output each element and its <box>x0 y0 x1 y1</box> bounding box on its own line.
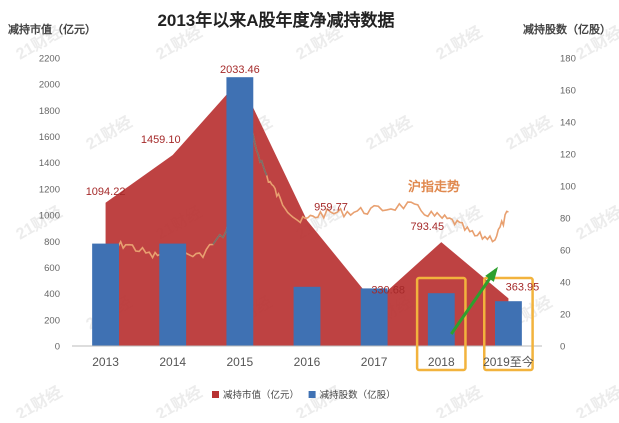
right-tick-label: 180 <box>560 54 576 65</box>
right-tick-label: 160 <box>560 86 576 97</box>
x-tick-label: 2016 <box>294 355 321 369</box>
left-tick-label: 200 <box>44 315 60 326</box>
data-label-reduction-value: 2033.46 <box>220 64 260 76</box>
watermark-text: 21财经 <box>83 112 136 153</box>
x-tick-label: 2015 <box>227 355 254 369</box>
right-tick-label: 60 <box>560 246 571 257</box>
left-tick-label: 800 <box>44 237 60 248</box>
bar-shares-2017 <box>361 288 388 346</box>
left-tick-label: 2200 <box>39 54 60 65</box>
watermark-text: 21财经 <box>573 382 619 418</box>
watermark-text: 21财经 <box>433 382 486 418</box>
trend-arrow-head <box>485 267 498 282</box>
left-tick-label: 1000 <box>39 211 60 222</box>
right-tick-label: 0 <box>560 342 565 353</box>
watermark-text: 21财经 <box>153 382 206 418</box>
bar-shares-2014 <box>159 244 186 346</box>
left-tick-label: 1200 <box>39 184 60 195</box>
legend-swatch <box>212 391 219 398</box>
bar-shares-2018 <box>428 293 455 346</box>
data-label-reduction-value: 330.68 <box>371 285 405 297</box>
legend-label: 减持市值（亿元） <box>223 389 299 401</box>
legend-label: 减持股数（亿股） <box>320 389 396 401</box>
left-tick-label: 1600 <box>39 132 60 143</box>
right-axis-label: 减持股数（亿股） <box>523 22 611 36</box>
x-tick-label: 2014 <box>159 355 186 369</box>
watermark-text: 21财经 <box>573 202 619 243</box>
left-tick-label: 600 <box>44 263 60 274</box>
right-tick-label: 80 <box>560 214 571 225</box>
x-tick-label: 2013 <box>92 355 119 369</box>
left-tick-label: 1800 <box>39 106 60 117</box>
bar-shares-2015 <box>226 77 253 346</box>
data-label-reduction-value: 793.45 <box>410 221 444 233</box>
data-label-reduction-value: 1094.22 <box>86 186 126 198</box>
left-tick-label: 2000 <box>39 80 60 91</box>
index-line-label: 沪指走势 <box>408 179 460 194</box>
bar-shares-2019至今 <box>495 301 522 346</box>
right-tick-label: 100 <box>560 182 576 193</box>
watermark-text: 21财经 <box>503 112 556 153</box>
bar-shares-2016 <box>294 287 321 346</box>
left-tick-label: 400 <box>44 289 60 300</box>
chart-title: 2013年以来A股年度净减持数据 <box>157 10 394 30</box>
data-label-reduction-value: 1459.10 <box>141 134 181 146</box>
watermark-text: 21财经 <box>13 382 66 418</box>
watermark-text: 21财经 <box>433 22 486 63</box>
bar-shares-2013 <box>92 244 119 346</box>
data-label-reduction-value: 959.77 <box>314 201 348 213</box>
data-label-reduction-value: 363.95 <box>506 281 540 293</box>
right-tick-label: 120 <box>560 150 576 161</box>
x-tick-label: 2017 <box>361 355 388 369</box>
legend-swatch <box>309 391 316 398</box>
x-tick-label: 2018 <box>428 355 455 369</box>
left-tick-label: 1400 <box>39 158 60 169</box>
right-tick-label: 20 <box>560 310 571 321</box>
right-tick-label: 40 <box>560 278 571 289</box>
right-tick-label: 140 <box>560 118 576 129</box>
left-axis-label: 减持市值（亿元） <box>8 22 96 36</box>
watermark-text: 21财经 <box>363 112 416 153</box>
x-tick-label: 2019至今 <box>483 354 534 369</box>
left-tick-label: 0 <box>55 342 60 353</box>
